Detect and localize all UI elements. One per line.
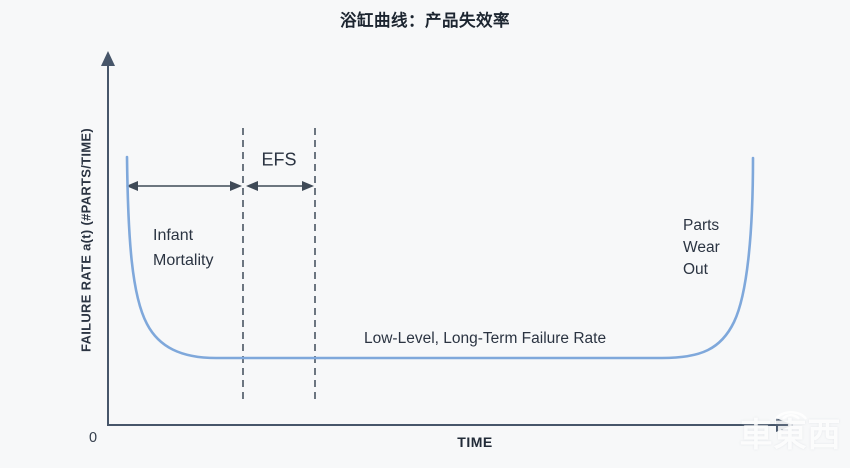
efs-span-arrow-left-head-icon (246, 181, 258, 191)
infant-mortality-line1: Infant (153, 227, 194, 244)
parts-wear-out-label: Parts Wear Out (683, 215, 720, 281)
efs-region-label: EFS (261, 149, 297, 170)
infant-mortality-span-arrow-left-head-icon (126, 181, 138, 191)
efs-span-arrow-right-head-icon (302, 181, 314, 191)
x-axis-label: TIME (457, 434, 493, 450)
y-axis-arrowhead-icon (101, 51, 115, 66)
low-level-failure-rate-label: Low-Level, Long-Term Failure Rate (364, 330, 607, 347)
watermark: 車東西 (739, 416, 842, 453)
parts-wear-out-line1: Parts (683, 217, 720, 234)
chart-title: 浴缸曲线：产品失效率 (340, 12, 510, 30)
parts-wear-out-line3: Out (683, 261, 708, 278)
failure-rate-curve (125, 155, 755, 360)
infant-mortality-span-arrow-right-head-icon (230, 181, 242, 191)
parts-wear-out-line2: Wear (683, 239, 720, 256)
infant-mortality-label: Infant Mortality (153, 223, 213, 273)
watermark-signal-icon (774, 411, 808, 420)
y-axis-label: FAILURE RATE a(t) (#PARTS/TIME) (78, 127, 94, 353)
x-axis-origin-label: 0 (89, 430, 98, 446)
infant-mortality-line2: Mortality (153, 252, 214, 269)
x-axis-arrowhead-icon (776, 418, 793, 432)
